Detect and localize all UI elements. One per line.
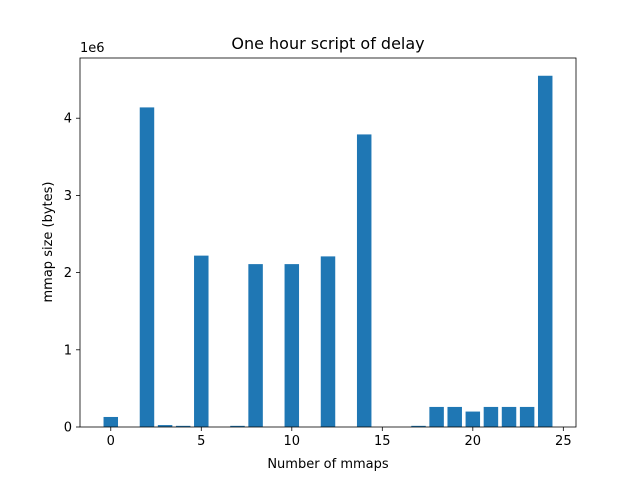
bar-7 [230, 425, 245, 427]
bar-17 [411, 425, 426, 427]
bar-8 [248, 264, 263, 427]
bar-14 [356, 134, 372, 427]
bar-4 [175, 425, 191, 427]
bar-22 [501, 406, 517, 427]
y-axis-offset-label: 1e6 [80, 41, 105, 56]
bar-2 [139, 107, 155, 428]
y-tick-label: 3 [64, 189, 72, 204]
y-tick-label: 4 [64, 112, 72, 127]
bar-19 [447, 406, 462, 427]
bar-5 [194, 255, 209, 427]
y-tick-label: 1 [64, 343, 72, 358]
bar-21 [483, 406, 499, 427]
y-axis-ticks: 0 1 2 3 4 [64, 112, 80, 436]
bar-3 [157, 425, 173, 427]
x-axis-label: Number of mmaps [267, 457, 389, 472]
x-tick-label: 10 [284, 434, 301, 449]
bar-24 [537, 75, 553, 427]
x-tick-label: 0 [107, 434, 115, 449]
bars-group [103, 75, 553, 428]
bar-18 [429, 406, 444, 427]
chart-title: One hour script of delay [231, 34, 424, 53]
x-axis-ticks: 0 5 10 15 20 25 [107, 427, 572, 449]
y-axis-label: mmap size (bytes) [41, 182, 56, 303]
bar-10 [284, 264, 300, 427]
x-tick-label: 20 [465, 434, 482, 449]
x-tick-label: 15 [374, 434, 391, 449]
axes-frame [79, 57, 577, 428]
x-tick-label: 5 [197, 434, 205, 449]
bar-12 [320, 256, 336, 427]
y-tick-label: 2 [64, 266, 72, 281]
bar-0 [103, 416, 119, 427]
bar-20 [465, 411, 481, 427]
y-tick-label: 0 [64, 421, 72, 436]
x-tick-label: 25 [555, 434, 572, 449]
bar-23 [519, 406, 535, 427]
